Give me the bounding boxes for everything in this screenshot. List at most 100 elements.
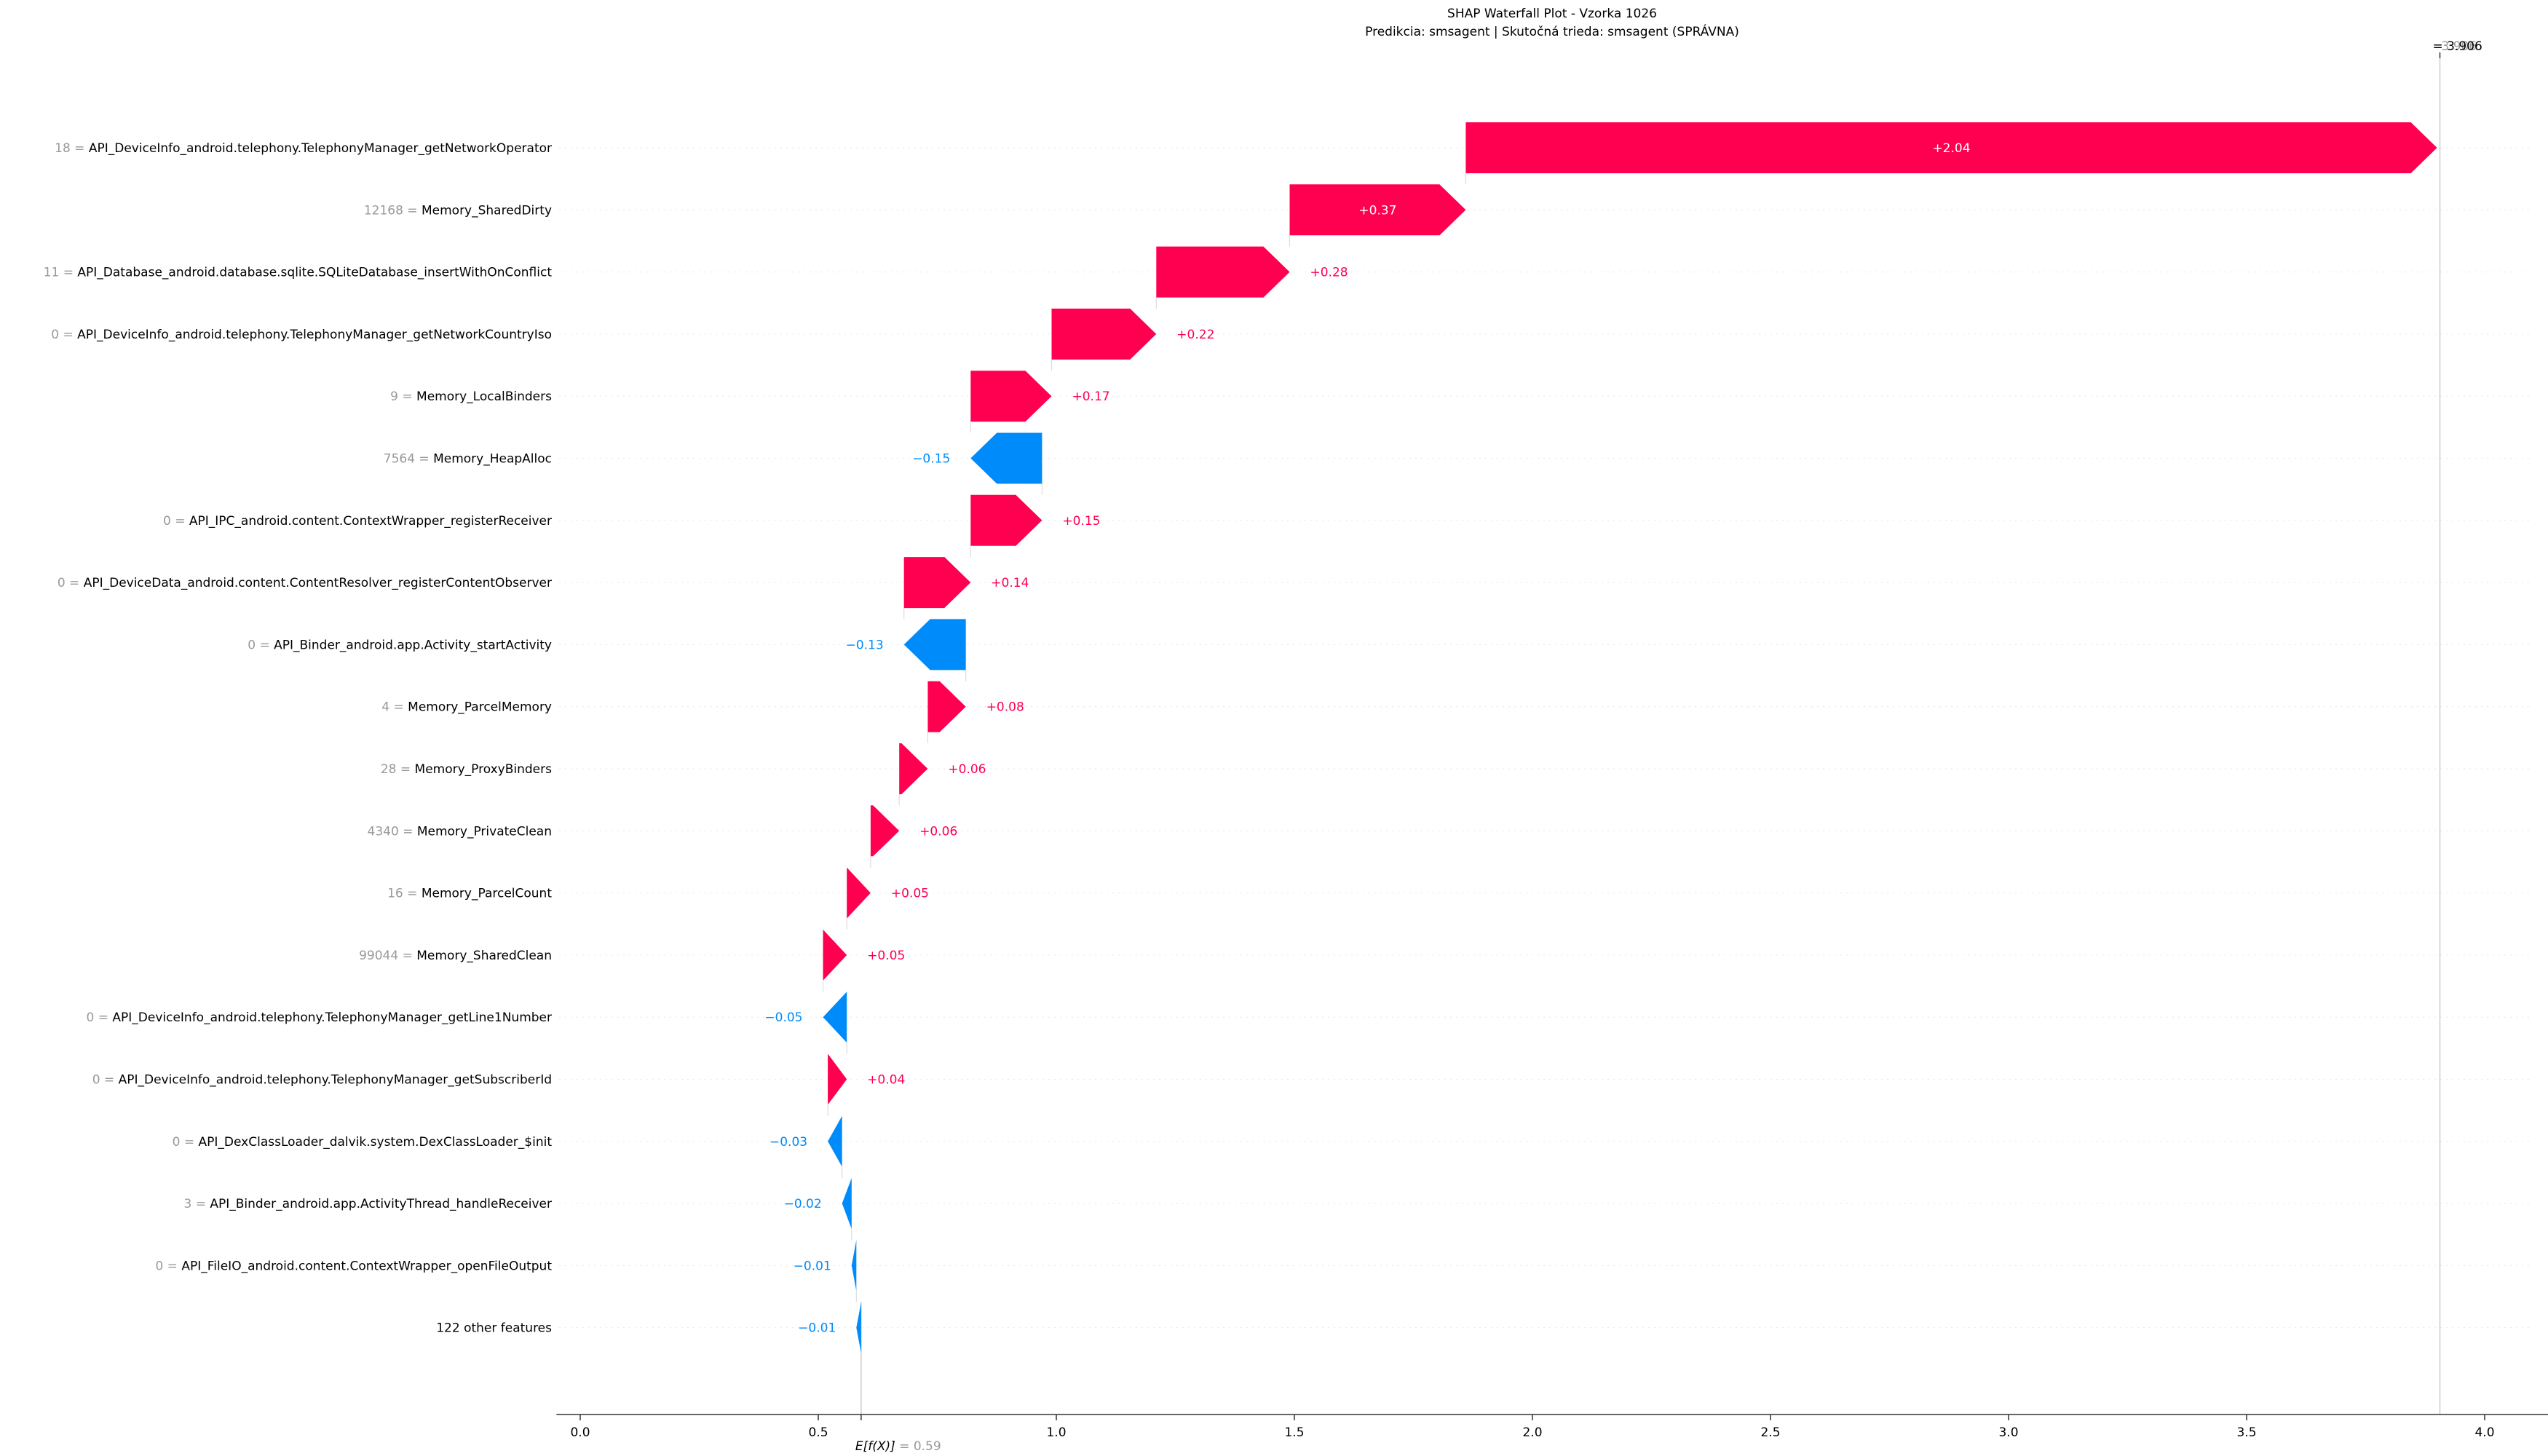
x-tick-label: 3.5	[2236, 1425, 2256, 1440]
feature-label: 122 other features	[436, 1321, 552, 1336]
feature-value: 0	[173, 1135, 181, 1150]
equals-sign: =	[59, 328, 77, 342]
shap-value-label: +0.06	[919, 824, 957, 839]
feature-label: 0 = API_DeviceInfo_android.telephony.Tel…	[92, 1073, 552, 1088]
positive-shap-bar	[1465, 122, 2437, 173]
shap-value-label: −0.01	[794, 1259, 831, 1273]
equals-sign: =	[399, 824, 417, 839]
equals-sign: =	[403, 887, 422, 901]
feature-label: 0 = API_DeviceInfo_android.telephony.Tel…	[86, 1010, 552, 1025]
equals-sign: =	[396, 762, 414, 777]
feature-label: 9 = Memory_LocalBinders	[390, 389, 552, 404]
equals-sign: =	[398, 949, 416, 963]
feature-name: API_Binder_android.app.Activity_startAct…	[274, 638, 552, 652]
feature-value: 0	[92, 1073, 100, 1088]
feature-value: 11	[44, 266, 60, 280]
positive-shap-bar	[970, 494, 1042, 546]
feature-label: 0 = API_DexClassLoader_dalvik.system.Dex…	[173, 1135, 553, 1150]
shap-value-label: +0.05	[867, 949, 905, 963]
feature-name: Memory_SharedDirty	[422, 203, 552, 218]
equals-sign: =	[171, 514, 189, 529]
equals-sign: =	[66, 576, 84, 590]
shap-value-label: −0.02	[784, 1197, 822, 1211]
positive-shap-bar	[927, 681, 966, 732]
equals-sign: =	[163, 1259, 181, 1273]
chart-title: SHAP Waterfall Plot - Vzorka 1026	[1447, 7, 1657, 21]
positive-shap-bar	[970, 371, 1052, 422]
shap-value-label: +0.22	[1176, 328, 1214, 342]
x-tick-label: 3.0	[1998, 1425, 2018, 1440]
feature-name: Memory_HeapAlloc	[433, 452, 552, 467]
negative-shap-bar	[856, 1302, 861, 1353]
shap-value-label: +0.37	[1358, 203, 1396, 218]
feature-value: 16	[387, 887, 403, 901]
negative-shap-bar	[903, 619, 966, 670]
positive-shap-bar	[847, 867, 871, 919]
feature-name: Memory_ProxyBinders	[415, 762, 553, 777]
shap-value-label: +0.04	[867, 1073, 905, 1088]
equals-sign: =	[94, 1010, 112, 1025]
feature-name: Memory_PrivateClean	[417, 824, 552, 839]
feature-label: 0 = API_Binder_android.app.Activity_star…	[248, 638, 552, 652]
guide-lines	[822, 57, 2441, 1415]
chart-subtitle: Predikcia: smsagent | Skutočná trieda: s…	[1365, 23, 1739, 39]
equals-sign: =	[403, 203, 422, 218]
feature-label: 99044 = Memory_SharedClean	[359, 949, 552, 963]
shap-value-label: +0.17	[1072, 389, 1110, 404]
waterfall-bars: +2.04 +0.37 +0.28 +0.22 +0.17 −0.15 +0.15 +0.14…	[764, 122, 2437, 1353]
feature-name: API_Binder_android.app.ActivityThread_ha…	[210, 1197, 552, 1211]
equals-sign: =	[256, 638, 274, 652]
negative-shap-bar	[842, 1178, 852, 1230]
row-gridlines	[559, 147, 2533, 1329]
shap-value-label: −0.03	[769, 1135, 807, 1150]
feature-value: 3	[183, 1197, 191, 1211]
feature-name: API_DeviceInfo_android.telephony.Telepho…	[119, 1073, 552, 1088]
shap-value-label: −0.13	[846, 638, 884, 652]
feature-name: API_FileIO_android.content.ContextWrappe…	[181, 1259, 552, 1273]
feature-value: 0	[163, 514, 171, 529]
feature-label: 16 = Memory_ParcelCount	[387, 887, 552, 901]
feature-name: API_DexClassLoader_dalvik.system.DexClas…	[199, 1135, 553, 1150]
feature-label: 0 = API_DeviceData_android.content.Conte…	[58, 576, 552, 590]
output-value-label: = 3.906	[2433, 39, 2482, 54]
feature-value: 4	[381, 700, 389, 715]
feature-label: 28 = Memory_ProxyBinders	[381, 762, 552, 777]
feature-value: 0	[248, 638, 256, 652]
shap-value-label: +2.04	[1932, 141, 1970, 156]
negative-shap-bar	[851, 1240, 857, 1291]
shap-value-label: +0.28	[1310, 266, 1348, 280]
feature-labels: 18 = API_DeviceInfo_android.telephony.Te…	[44, 141, 553, 1336]
feature-name: API_DeviceInfo_android.telephony.Telepho…	[112, 1010, 552, 1025]
equals-sign: =	[398, 389, 416, 404]
feature-value: 0	[86, 1010, 94, 1025]
feature-label: 0 = API_DeviceInfo_android.telephony.Tel…	[51, 328, 552, 342]
equals-sign: =	[191, 1197, 210, 1211]
shap-value-label: −0.15	[912, 452, 950, 467]
x-tick-label: 4.0	[2474, 1425, 2494, 1440]
feature-label: 3 = API_Binder_android.app.ActivityThrea…	[183, 1197, 552, 1211]
feature-name: Memory_ParcelMemory	[408, 700, 552, 715]
feature-value: 9	[390, 389, 398, 404]
shap-value-label: −0.05	[764, 1010, 802, 1025]
equals-sign: =	[415, 452, 433, 467]
feature-label: 0 = API_FileIO_android.content.ContextWr…	[155, 1259, 552, 1273]
x-tick-label: 0.0	[570, 1425, 590, 1440]
base-value-number: 0.59	[914, 1439, 941, 1454]
positive-shap-bar	[903, 557, 971, 609]
output-value-ghost: 3.906	[2442, 39, 2477, 54]
negative-shap-bar	[970, 432, 1042, 484]
feature-name: 122 other features	[436, 1321, 552, 1336]
equals-sign: =	[180, 1135, 198, 1150]
feature-name: Memory_LocalBinders	[416, 389, 552, 404]
positive-shap-bar	[899, 743, 928, 794]
positive-shap-bar	[870, 805, 900, 857]
expected-value-symbol: E[f(X)]	[855, 1439, 895, 1454]
feature-name: API_DeviceData_android.content.ContentRe…	[84, 576, 552, 590]
shap-value-label: +0.14	[991, 576, 1029, 590]
feature-value: 0	[51, 328, 59, 342]
equals-sign: =	[389, 700, 408, 715]
feature-label: 7564 = Memory_HeapAlloc	[384, 452, 552, 467]
feature-label: 11 = API_Database_android.database.sqlit…	[44, 266, 553, 280]
